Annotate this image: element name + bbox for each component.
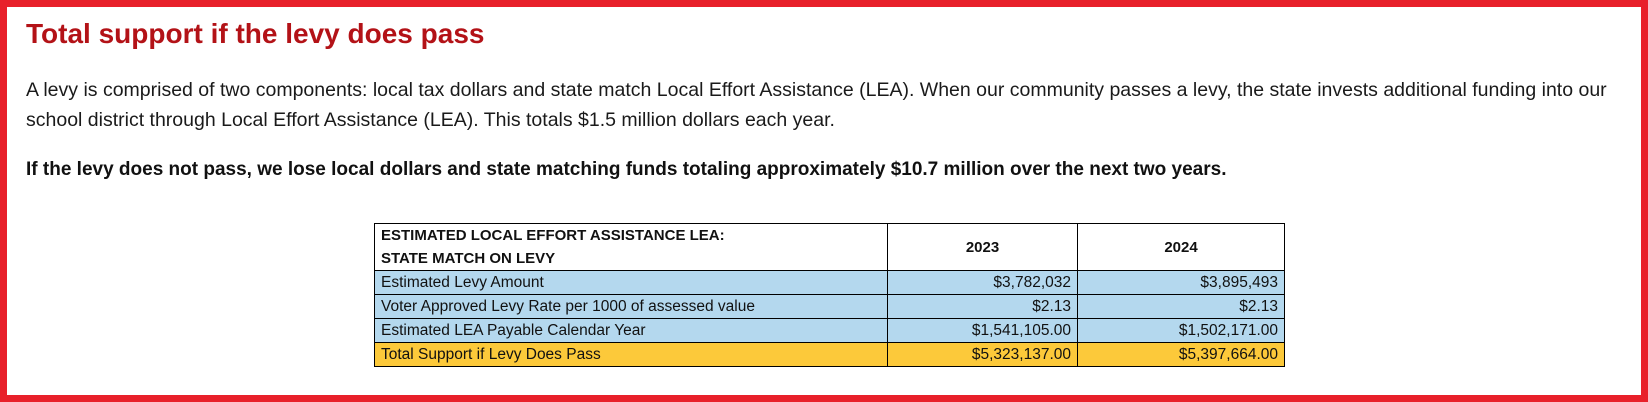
header-year-2024: 2024 [1077, 223, 1285, 271]
table-header-label: ESTIMATED LOCAL EFFORT ASSISTANCE LEA: S… [374, 223, 888, 271]
row-label: Estimated Levy Amount [374, 270, 888, 295]
lea-table: ESTIMATED LOCAL EFFORT ASSISTANCE LEA: S… [374, 223, 1285, 367]
section-title: Total support if the levy does pass [26, 18, 485, 49]
row-label: Voter Approved Levy Rate per 1000 of ass… [374, 294, 888, 319]
warning-statement: If the levy does not pass, we lose local… [26, 159, 1227, 180]
row-value-2023: $2.13 [887, 294, 1078, 319]
row-value-2023: $1,541,105.00 [887, 318, 1078, 343]
row-value-2024: $2.13 [1077, 294, 1285, 319]
row-label: Estimated LEA Payable Calendar Year [374, 318, 888, 343]
row-value-2024: $3,895,493 [1077, 270, 1285, 295]
table-row-total-support: Total Support if Levy Does Pass $5,323,1… [374, 342, 1285, 367]
total-value-2024: $5,397,664.00 [1077, 342, 1285, 367]
table-row-levy-amount: Estimated Levy Amount $3,782,032 $3,895,… [374, 270, 1285, 295]
row-value-2024: $1,502,171.00 [1077, 318, 1285, 343]
total-value-2023: $5,323,137.00 [887, 342, 1078, 367]
table-row-lea-payable: Estimated LEA Payable Calendar Year $1,5… [374, 318, 1285, 343]
header-year-2023: 2023 [887, 223, 1078, 271]
header-line-2: STATE MATCH ON LEVY [381, 250, 556, 267]
table-row-levy-rate: Voter Approved Levy Rate per 1000 of ass… [374, 294, 1285, 319]
intro-paragraph: A levy is comprised of two components: l… [26, 79, 1607, 131]
table-header-row: ESTIMATED LOCAL EFFORT ASSISTANCE LEA: S… [374, 223, 1285, 271]
row-value-2023: $3,782,032 [887, 270, 1078, 295]
total-label: Total Support if Levy Does Pass [374, 342, 888, 367]
header-line-1: ESTIMATED LOCAL EFFORT ASSISTANCE LEA: [381, 227, 725, 244]
